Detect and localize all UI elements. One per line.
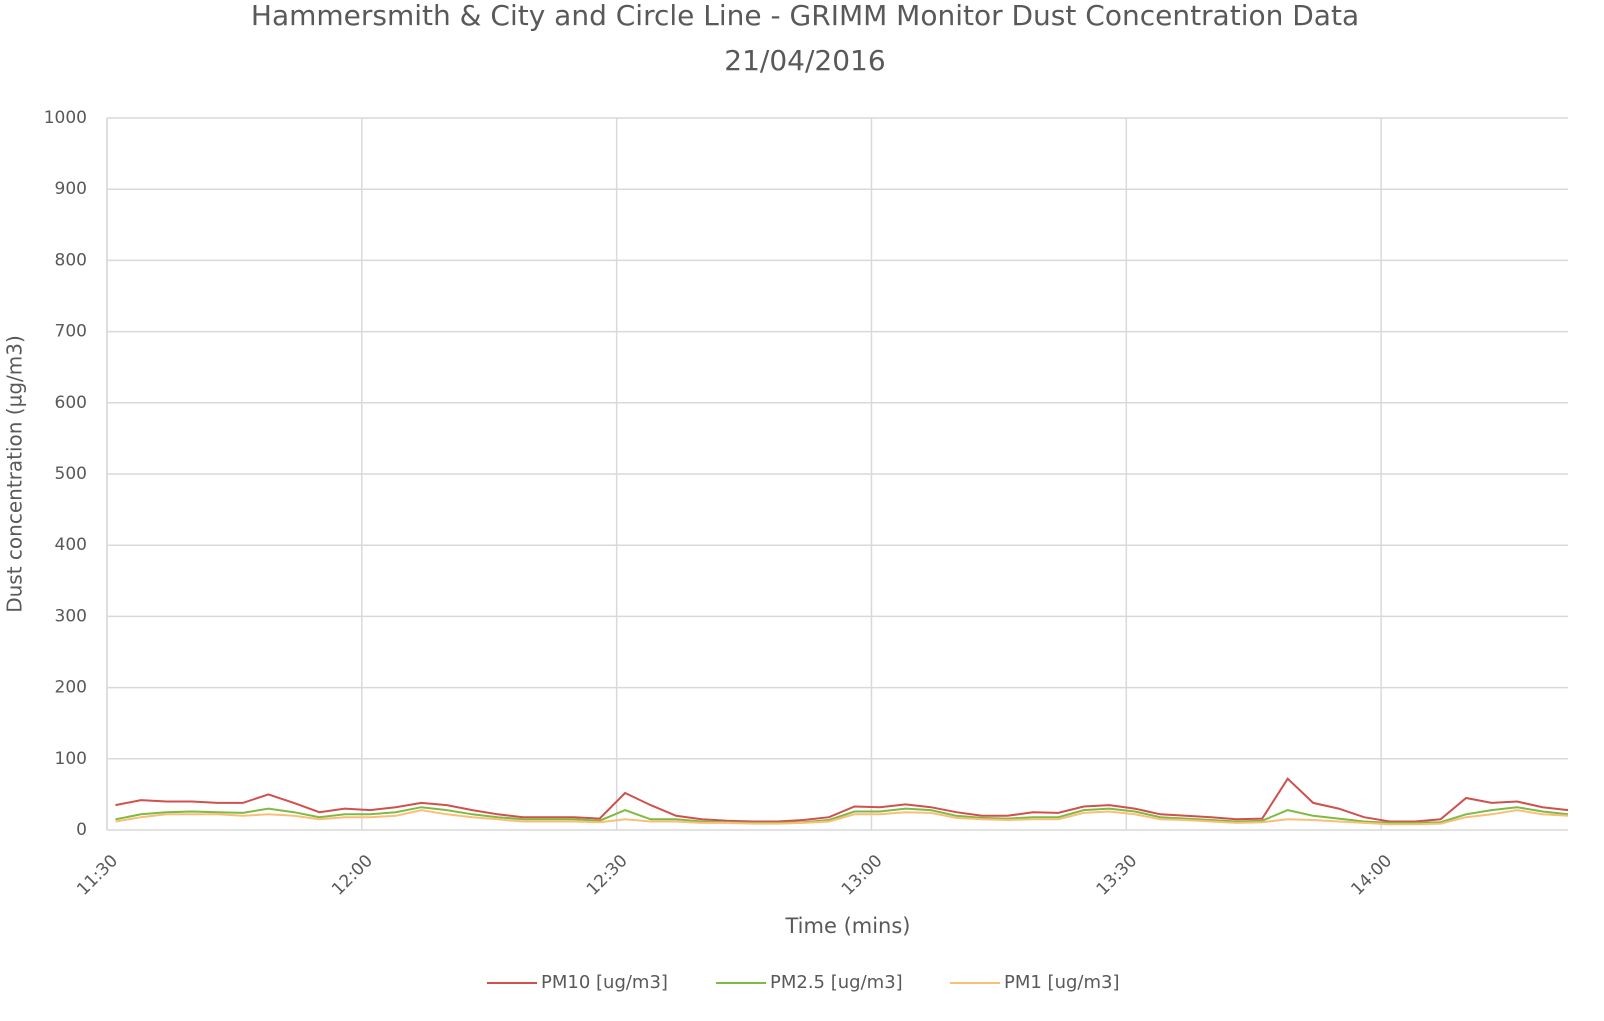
y-tick-label: 300 [55,606,87,626]
y-tick-label: 400 [55,535,87,555]
chart-title: Hammersmith & City and Circle Line - GRI… [251,0,1359,32]
y-axis-label: Dust concentration (µg/m3) [3,335,27,613]
y-tick-label: 500 [55,464,87,484]
y-tick-label: 1000 [44,108,87,128]
series-line [115,777,1569,823]
x-axis-label: Time (mins) [785,914,911,938]
y-tick-label: 600 [55,393,87,413]
legend-label: PM1 [ug/m3] [1004,972,1120,993]
y-tick-label: 200 [55,678,87,698]
y-tick-label: 0 [76,820,87,840]
series-line [115,806,1569,824]
y-tick-label: 800 [55,250,87,270]
chart-subtitle: 21/04/2016 [724,44,885,77]
legend-label: PM2.5 [ug/m3] [770,972,903,993]
series-line [115,809,1569,826]
legend-label: PM10 [ug/m3] [541,972,668,993]
y-tick-label: 700 [55,322,87,342]
y-tick-label: 100 [55,749,87,769]
y-tick-label: 900 [55,179,87,199]
